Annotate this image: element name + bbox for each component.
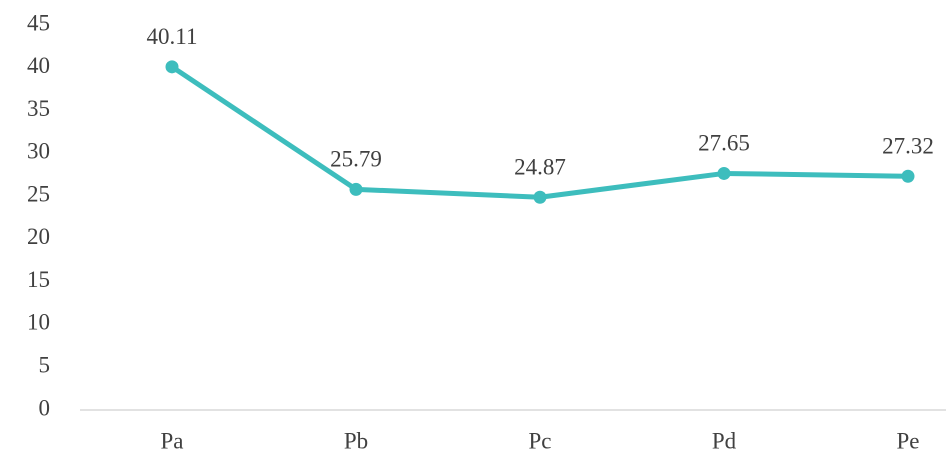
- x-tick-label: Pd: [712, 428, 737, 453]
- y-tick-label: 5: [39, 353, 51, 378]
- data-label: 27.32: [882, 134, 934, 159]
- x-tick-label: Pa: [161, 428, 184, 453]
- y-tick-label: 40: [27, 53, 50, 78]
- y-tick-label: 10: [27, 310, 50, 335]
- data-label: 40.11: [147, 24, 198, 49]
- x-tick-label: Pc: [529, 428, 552, 453]
- data-label: 25.79: [330, 147, 382, 172]
- y-tick-label: 45: [27, 10, 50, 35]
- x-tick-label: Pb: [344, 428, 368, 453]
- x-tick-label: Pe: [897, 428, 920, 453]
- y-tick-label: 20: [27, 224, 50, 249]
- y-tick-label: 25: [27, 181, 50, 206]
- y-tick-label: 15: [27, 267, 50, 292]
- point: [533, 190, 547, 204]
- data-label: 24.87: [514, 155, 566, 180]
- y-tick-label: 30: [27, 139, 50, 164]
- point: [349, 182, 363, 196]
- point: [901, 169, 915, 183]
- y-tick-label: 35: [27, 96, 50, 121]
- y-tick-label: 0: [39, 395, 51, 420]
- point: [165, 60, 179, 74]
- point: [717, 166, 731, 180]
- data-label: 27.65: [698, 131, 750, 156]
